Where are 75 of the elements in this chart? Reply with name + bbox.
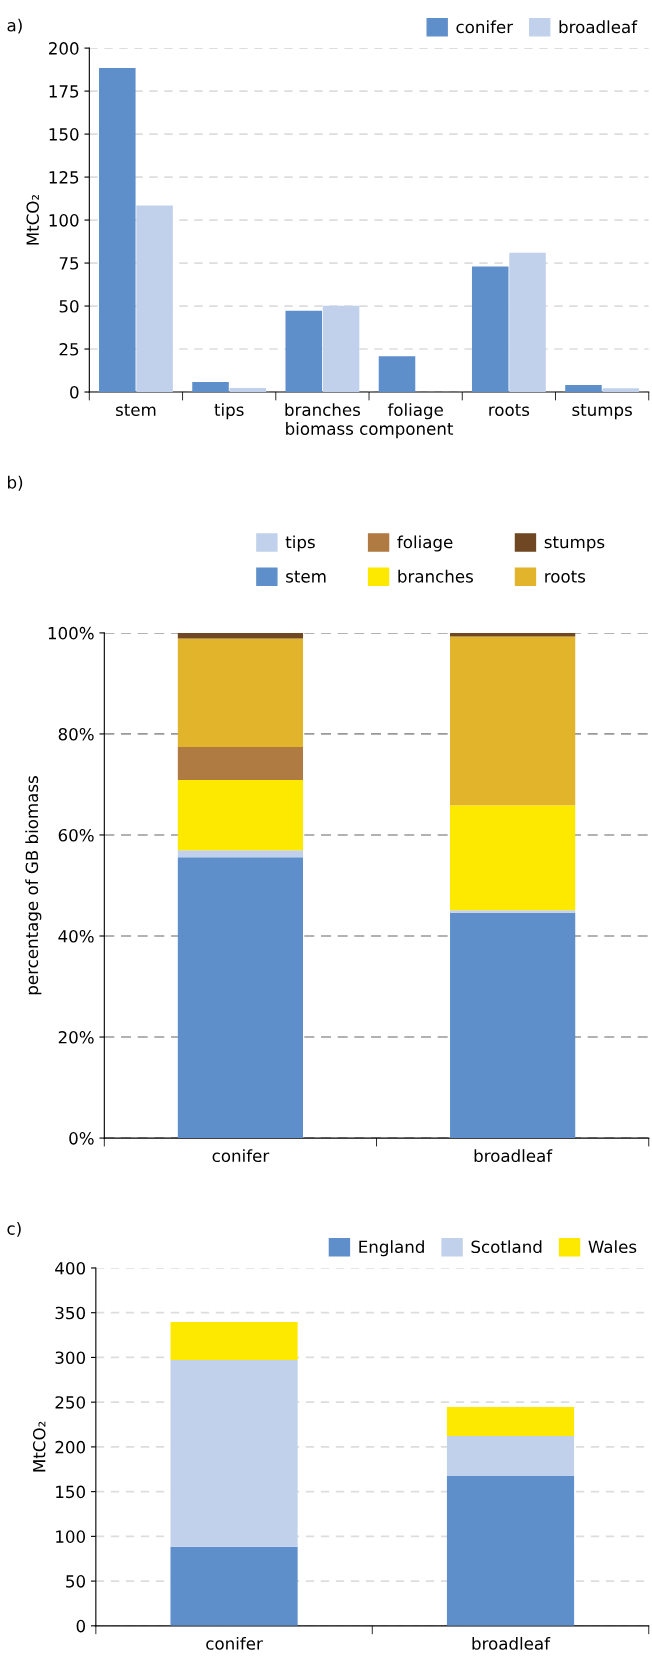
- y-tick-label: 0: [76, 1619, 86, 1633]
- legend-label: Scotland: [471, 1240, 542, 1254]
- bar: [177, 850, 304, 858]
- legend-label: broadleaf: [559, 20, 638, 34]
- bar: [177, 747, 304, 780]
- bar: [170, 1546, 298, 1626]
- bar: [450, 912, 576, 1139]
- bar: [446, 1436, 575, 1477]
- bar: [177, 638, 304, 748]
- y-axis-title: MtCO₂: [32, 1421, 46, 1472]
- legend-label: conifer: [456, 20, 514, 34]
- y-tick-label: 0: [70, 385, 79, 399]
- y-tick-label: 350: [55, 1306, 86, 1320]
- y-tick-label: 0%: [69, 1132, 94, 1145]
- bar: [136, 205, 173, 393]
- y-tick-label: 100: [56, 1530, 86, 1543]
- legend-label: stem: [286, 570, 326, 583]
- y-axis-title: MtCO₂: [26, 194, 39, 245]
- x-axis-title: biomass component: [286, 422, 454, 439]
- y-tick-label: 75: [59, 257, 79, 270]
- y-tick-label: 50: [66, 1575, 86, 1588]
- chart-title: b): [8, 475, 23, 491]
- bar: [177, 857, 304, 1139]
- bar: [170, 1322, 298, 1360]
- bar: [450, 910, 576, 913]
- y-tick-label: 200: [55, 1440, 86, 1454]
- bar: [322, 305, 360, 393]
- bar: [177, 632, 304, 639]
- bar: [446, 1476, 575, 1626]
- bar: [471, 266, 509, 393]
- bar: [285, 310, 323, 393]
- bar: [177, 779, 304, 851]
- bar: [170, 1359, 298, 1547]
- y-tick-label: 20%: [58, 1031, 94, 1044]
- x-tick-label: branches: [285, 403, 361, 417]
- x-tick-label: stem: [115, 404, 156, 417]
- bar: [602, 388, 640, 393]
- legend-label: foliage: [397, 535, 453, 552]
- y-tick-label: 40%: [58, 929, 94, 943]
- chart-title: c): [7, 1222, 21, 1237]
- y-tick-label: 250: [55, 1396, 86, 1409]
- x-tick-label: tips: [214, 403, 244, 420]
- legend-label: England: [359, 1240, 424, 1257]
- y-tick-label: 150: [56, 1485, 86, 1499]
- y-tick-label: 60%: [58, 828, 94, 842]
- y-tick-label: 100: [49, 214, 79, 227]
- x-tick-label: roots: [489, 404, 530, 417]
- legend-label: branches: [398, 569, 473, 583]
- y-tick-label: 175: [49, 85, 79, 98]
- y-tick-label: 80%: [58, 727, 94, 741]
- y-tick-label: 125: [49, 171, 79, 184]
- legend-label: stumps: [544, 536, 605, 552]
- y-tick-label: 400: [55, 1261, 86, 1275]
- bar: [99, 68, 136, 393]
- bar: [192, 382, 229, 393]
- bar: [565, 384, 602, 393]
- bar: [378, 356, 416, 393]
- legend-label: tips: [285, 535, 315, 552]
- bar: [450, 636, 576, 806]
- y-tick-label: 200: [49, 42, 79, 55]
- y-tick-label: 100%: [48, 626, 94, 640]
- x-tick-label: foliage: [387, 403, 443, 420]
- x-tick-label: stumps: [572, 404, 632, 420]
- y-tick-label: 25: [59, 343, 79, 356]
- bar: [509, 252, 546, 393]
- legend-label: roots: [545, 570, 586, 583]
- bar: [446, 1406, 575, 1437]
- bar: [229, 387, 267, 393]
- y-tick-label: 50: [59, 300, 79, 313]
- y-tick-label: 150: [49, 128, 79, 141]
- bar: [450, 805, 576, 911]
- chart-title: a): [7, 18, 22, 34]
- legend-label: Wales: [588, 1240, 637, 1254]
- y-axis-title: percentage of GB biomass: [25, 776, 42, 995]
- y-tick-label: 300: [55, 1351, 86, 1364]
